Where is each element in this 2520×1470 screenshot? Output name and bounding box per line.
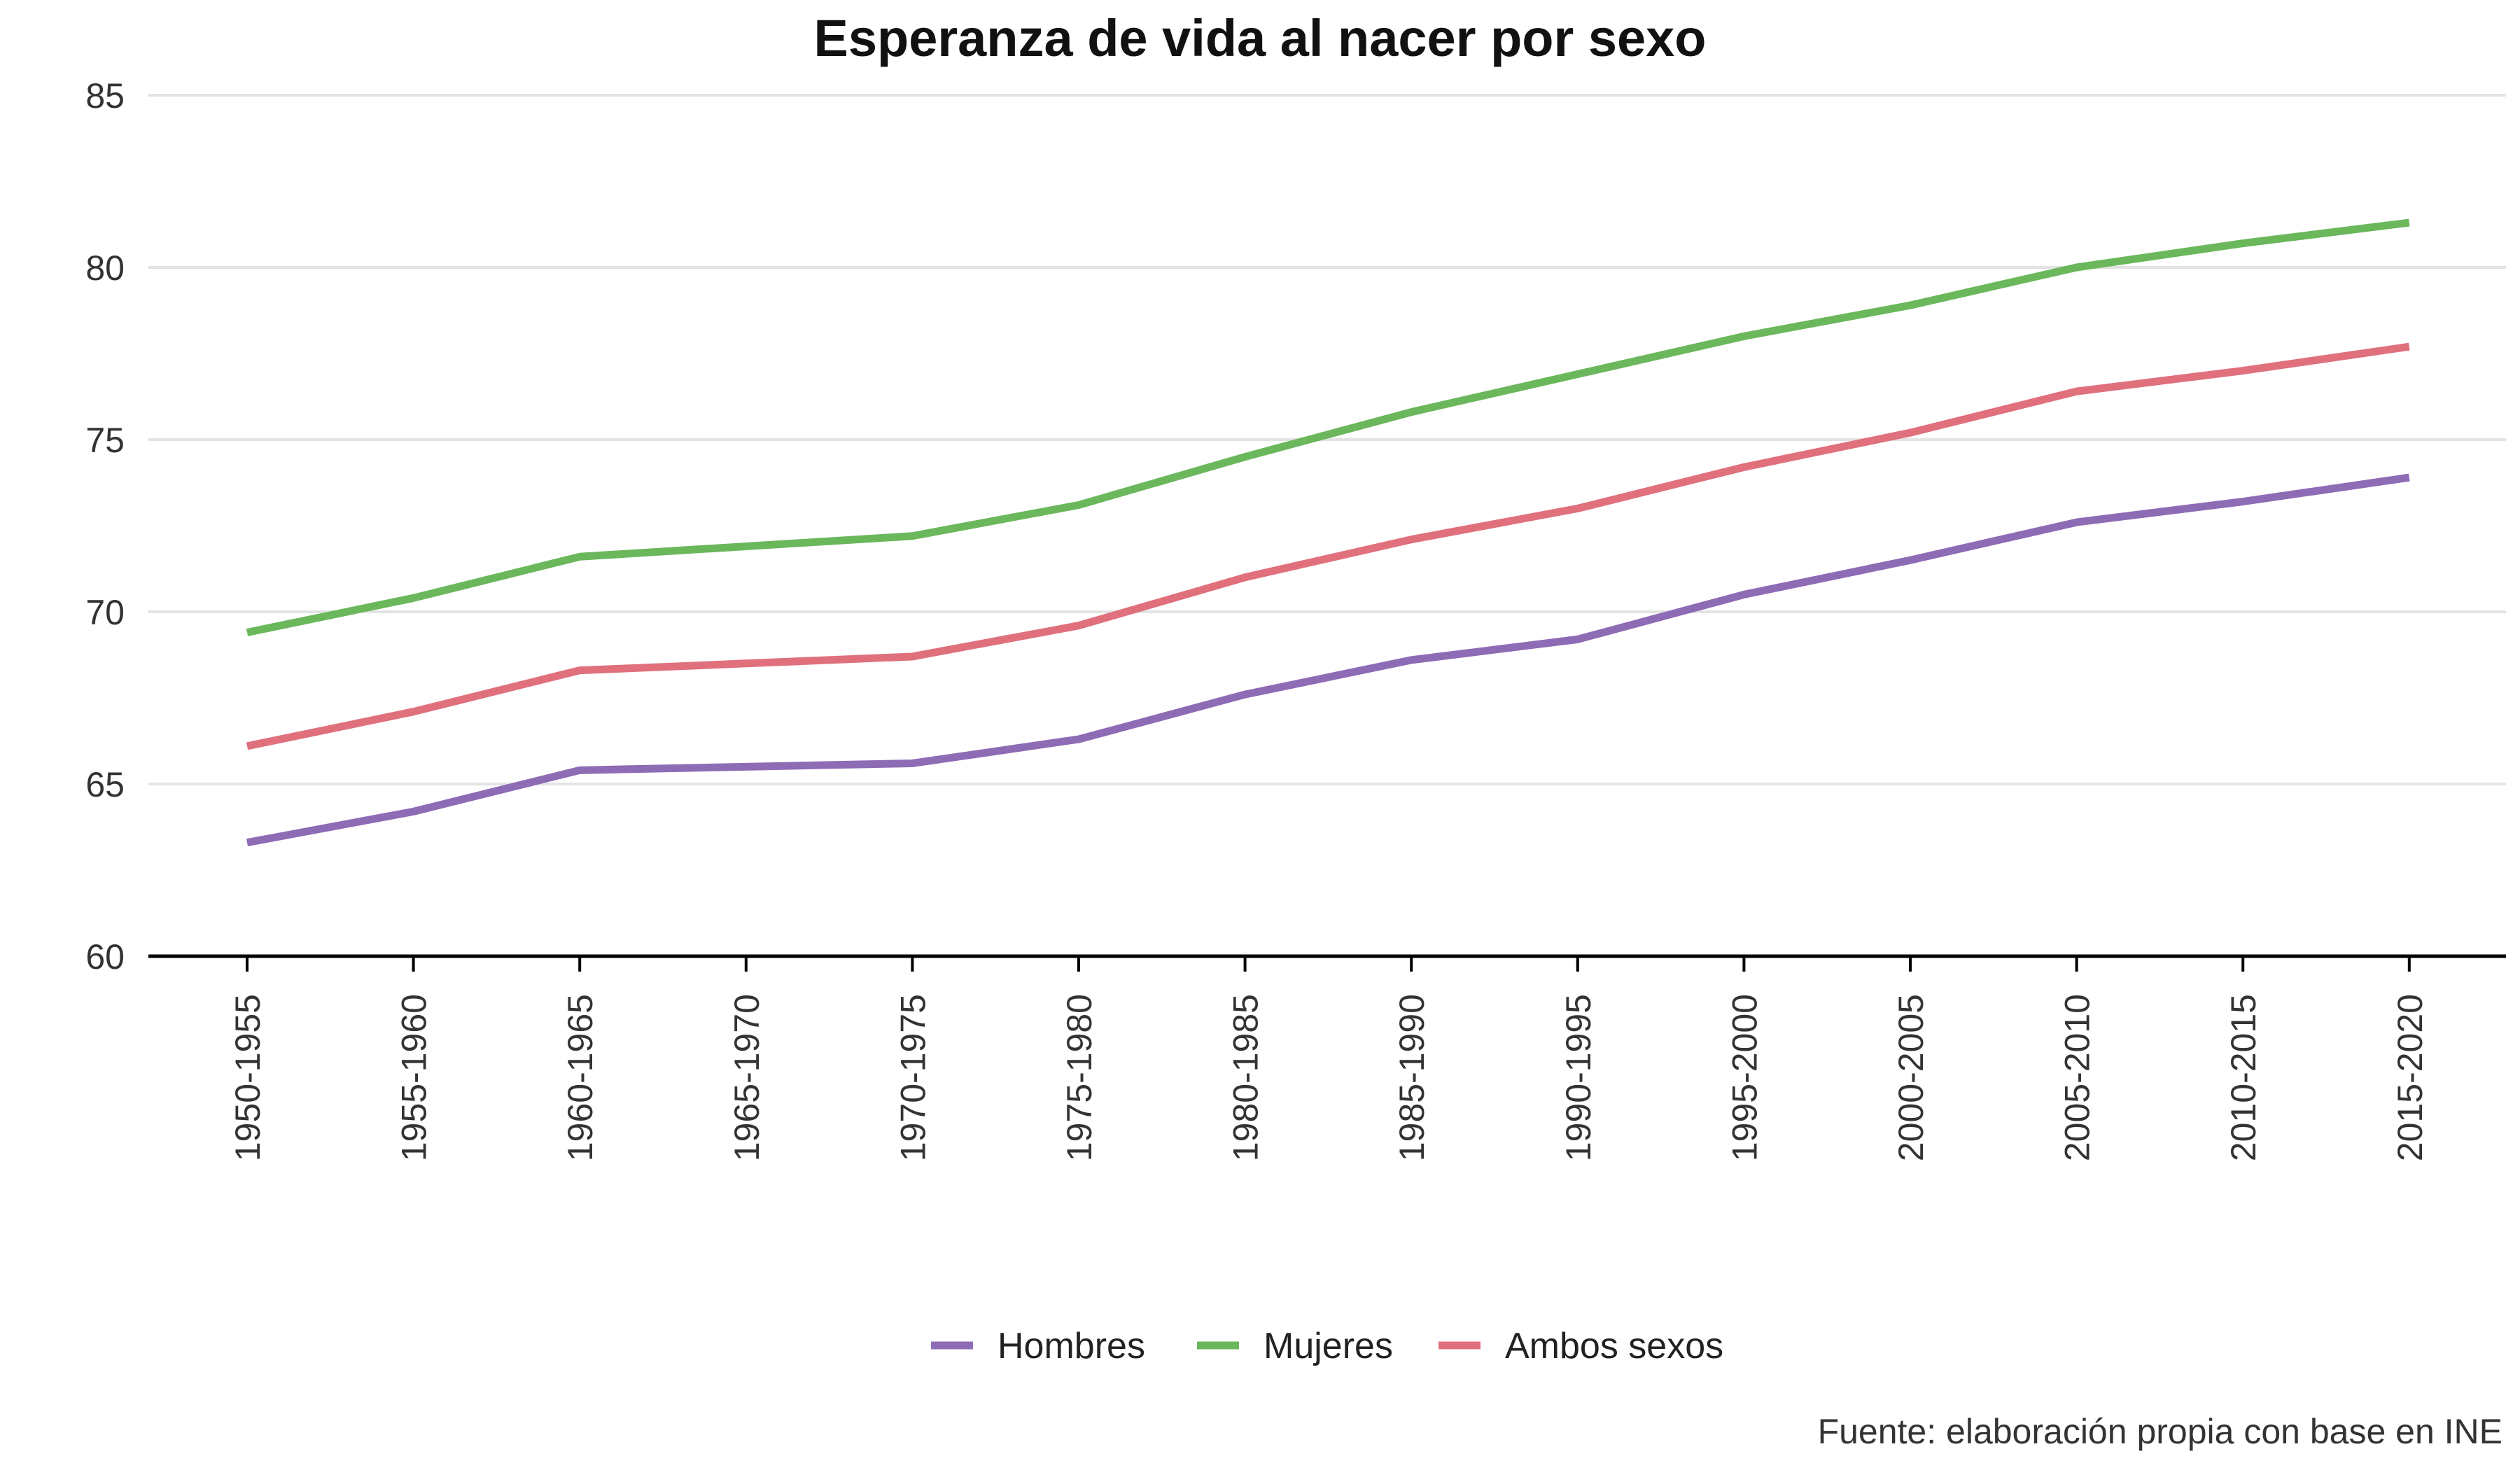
x-axis-ticks: 1950-1955 1955-1960 1960-1965 1965-1970 1970…: [228, 956, 2430, 1161]
x-tick-label: 2000-2005: [1891, 994, 1931, 1161]
y-tick-label: 70: [85, 593, 125, 632]
legend: Hombres Mujeres Ambos sexos: [931, 1326, 1723, 1366]
x-tick-label: 1970-1975: [893, 994, 932, 1161]
x-tick-label: 1980-1985: [1226, 994, 1266, 1161]
gridlines: [148, 94, 2506, 785]
x-tick-label: 1990-1995: [1559, 994, 1598, 1161]
x-tick-label: 1955-1960: [395, 994, 434, 1161]
y-tick-label: 65: [85, 765, 125, 804]
y-axis-ticks: 60 65 70 75 80 85: [85, 76, 125, 976]
x-tick-label: 1995-2000: [1725, 994, 1764, 1161]
x-tick-label: 2005-2010: [2058, 994, 2097, 1161]
legend-label: Mujeres: [1264, 1326, 1393, 1366]
y-tick-label: 60: [85, 937, 125, 976]
y-tick-label: 85: [85, 76, 125, 115]
chart-title: Esperanza de vida al nacer por sexo: [813, 9, 1706, 67]
x-tick-label: 1960-1965: [561, 994, 600, 1161]
series-line-ambos-sexos: [246, 342, 2410, 750]
y-tick-label: 75: [85, 421, 125, 460]
x-tick-label: 1950-1955: [228, 994, 267, 1161]
x-tick-label: 2015-2020: [2390, 994, 2430, 1161]
series-line-mujeres: [246, 218, 2410, 636]
legend-label: Hombres: [997, 1326, 1145, 1366]
x-tick-label: 1975-1980: [1060, 994, 1099, 1161]
legend-label: Ambos sexos: [1505, 1326, 1723, 1366]
x-tick-label: 1965-1970: [727, 994, 766, 1161]
y-tick-label: 80: [85, 248, 125, 288]
chart-caption: Fuente: elaboración propia con base en I…: [1818, 1412, 2502, 1451]
x-tick-label: 1985-1990: [1392, 994, 1432, 1161]
series-lines: [246, 218, 2410, 847]
x-tick-label: 2010-2015: [2224, 994, 2263, 1161]
series-line-hombres: [246, 473, 2410, 847]
